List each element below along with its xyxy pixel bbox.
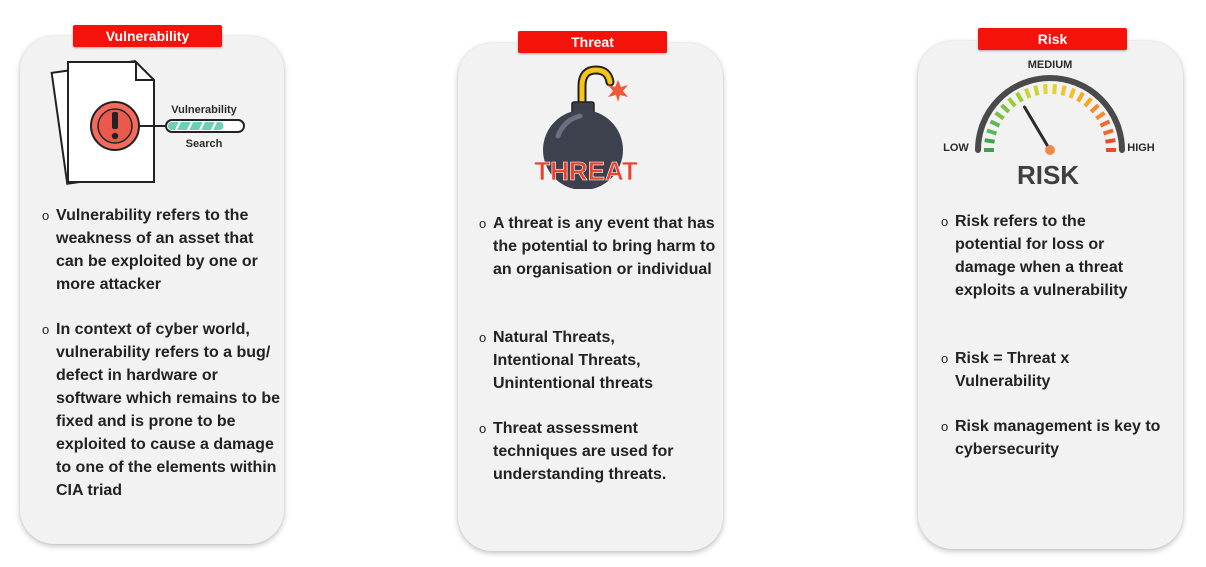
gauge-label-low: LOW [943,142,969,154]
gauge-segment [1068,87,1076,99]
bullet-marker: o [479,330,487,345]
bullet-marker: o [941,419,949,434]
gauge-segment [1015,91,1024,103]
threat-bullet-3: o Threat assessment techniques are used f… [479,417,713,486]
vulnerability-tag: Vulnerability [73,25,222,47]
risk-illustration-label: RISK [1017,160,1079,190]
vulnerability-bullet-2: o In context of cyber world, vulnerabilit… [42,318,282,502]
vulnerability-search-label-1: Vulnerability [171,104,237,116]
gauge-segment [1024,87,1032,99]
threat-tag: Threat [518,31,667,53]
gauge-segment [1007,97,1017,108]
gauge-segment [1099,119,1111,128]
gauge-segment [1000,103,1011,114]
vulnerability-search-label-2: Search [186,138,223,150]
bomb-icon: THREAT [534,65,638,189]
gauge-segment [994,111,1005,121]
risk-bullet-1: o Risk refers to the potential for loss o… [941,210,1145,302]
document-warning-icon: Vulnerability Search [50,60,245,185]
gauge-segment [1102,128,1114,136]
vulnerability-bullet-1: o Vulnerability refers to the weakness of… [42,204,284,296]
threat-bullet-2: o Natural Threats, Intentional Threats, U… [479,326,693,395]
gauge-label-medium: MEDIUM [1028,59,1073,71]
bullet-marker: o [42,208,50,223]
bullet-marker: o [479,216,487,231]
gauge-segment [1076,91,1085,103]
risk-card [918,41,1183,549]
bullet-marker: o [42,322,50,337]
gauge-segment [1083,97,1093,108]
gauge-label-high: HIGH [1127,142,1155,154]
gauge-icon: MEDIUM LOW HIGH RISK [943,59,1155,190]
threat-illustration-label: THREAT [534,156,638,186]
gauge-segment [1089,103,1100,114]
gauge-segment [1095,111,1106,121]
gauge-segment [986,128,998,136]
bullet-marker: o [479,421,487,436]
gauge-segment [989,119,1001,128]
bullet-marker: o [941,214,949,229]
gauge-segment [1105,138,1116,144]
bullet-marker: o [941,351,949,366]
risk-bullet-2: o Risk = Threat x Vulnerability [941,347,1105,393]
risk-tag: Risk [978,28,1127,50]
gauge-needle [1023,105,1052,152]
gauge-segment [984,138,995,144]
gauge-segment [1043,84,1048,95]
gauge-segment [1052,84,1057,95]
risk-bullet-3: o Risk management is key to cybersecurity [941,415,1165,461]
gauge-segment [1033,85,1040,96]
gauge-segment [1060,85,1067,96]
